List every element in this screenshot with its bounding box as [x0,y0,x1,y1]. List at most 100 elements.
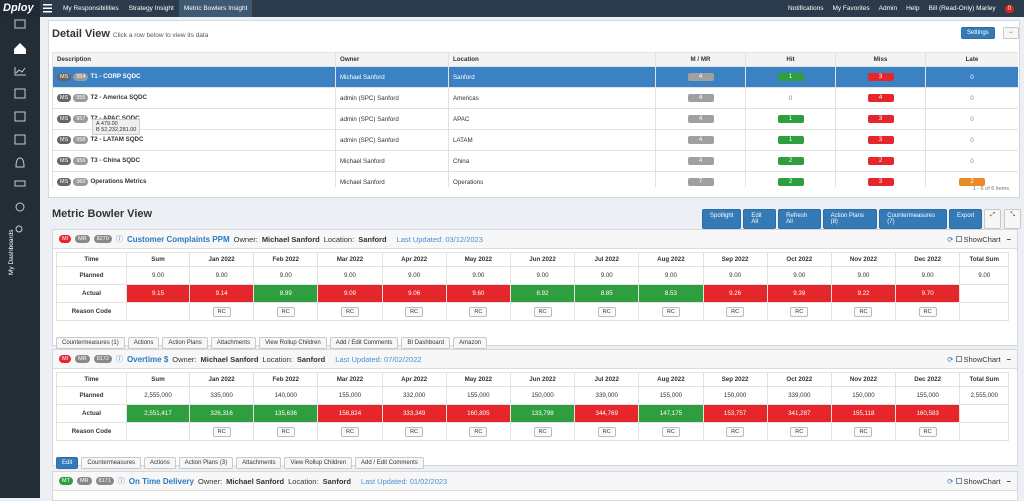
bowler-button[interactable]: BI Dashboard [401,337,451,349]
toolbar-button[interactable]: Export [949,209,983,229]
nav-item[interactable]: Bill (Read-Only) Marley [928,5,996,12]
actual-cell[interactable]: 9.70 [895,284,961,303]
detail-row[interactable]: MS 954 T1 - CORP SQDC Michael Sanford Sanfor… [52,66,1018,88]
reason-button[interactable]: RC [212,306,231,317]
toolbar-button[interactable]: Edit All [743,209,777,229]
column-header[interactable]: Owner [335,52,449,67]
bowler-name[interactable]: On Time Delivery [128,476,194,486]
reason-button[interactable]: RC [790,306,809,317]
actual-cell[interactable]: 8.92 [509,284,576,303]
actual-cell[interactable] [959,284,1010,303]
column-header[interactable]: M / MR [655,52,746,67]
column-header[interactable]: Location [448,52,656,67]
actual-cell[interactable]: 9.06 [381,284,447,303]
sidebar-label[interactable]: My Dashboards [8,229,15,275]
reason-button[interactable]: RC [661,426,680,437]
nav-tab[interactable]: Strategy Insight [128,5,174,12]
actual-cell[interactable]: 9.26 [702,284,768,303]
collapse[interactable]: − [1006,476,1011,486]
checkbox[interactable] [955,236,962,242]
actual-cell[interactable]: 135,636 [253,404,319,423]
reason-button[interactable]: RC [854,426,873,437]
bowler-button[interactable]: Add / Edit Comments [329,337,399,349]
actual-cell[interactable]: 9.39 [766,284,832,303]
actual-cell[interactable]: 160,805 [445,404,511,423]
column-header[interactable]: Miss [835,52,926,67]
show-chart[interactable]: ⟳ ShowChart − [947,477,1011,486]
bowler-button[interactable]: Add / Edit Comments [355,457,424,469]
reason-button[interactable]: RC [469,426,488,437]
actual-cell[interactable]: 147,175 [638,404,704,423]
actual-cell[interactable]: 326,316 [188,404,255,423]
checkbox[interactable] [955,356,962,362]
icon-home[interactable] [14,43,26,54]
toolbar-button[interactable]: Refresh All [778,209,821,229]
actual-cell[interactable]: 8.53 [638,284,704,303]
show-chart[interactable]: ⟳ ShowChart − [947,235,1011,244]
detail-row[interactable]: MS 955 T2 - America SQDC admin (SPC) Sanfor… [52,87,1018,109]
bowler-button[interactable]: View Rollup Children [259,337,327,349]
menu-toggle[interactable] [43,4,52,13]
icon[interactable] [15,225,23,233]
reason-button[interactable]: RC [597,426,616,437]
reason-button[interactable]: RC [726,306,745,317]
actual-cell[interactable]: 344,769 [574,404,640,423]
bowler-button[interactable]: View Rollup Children [284,457,353,469]
icon[interactable] [15,202,25,212]
reason-button[interactable]: RC [726,426,745,437]
nav-tab[interactable]: Metric Bowlers Insight [178,0,253,17]
icon[interactable] [14,88,26,99]
detail-row[interactable]: MS957T2 - APAC SQDC admin (SPC) SanfordAP… [52,108,1018,130]
detail-row[interactable]: MS 360 Operations Metrics Michael Sanford Op… [52,171,1018,187]
icon[interactable] [14,111,26,122]
bowler-button[interactable]: Action Plans (3) [178,457,234,469]
reason-button[interactable]: RC [533,306,552,317]
reason-button[interactable]: RC [597,306,616,317]
reason-button[interactable]: RC [340,306,359,317]
icon[interactable] [14,67,26,76]
logo[interactable]: Dploy [0,0,40,17]
pin-button[interactable]: ⤡ [1004,209,1021,229]
detail-row[interactable]: MS 956 T3 - China SQDC Michael Sanford China… [52,150,1018,172]
bowler-button[interactable]: Countermeasures [81,457,142,469]
actual-cell[interactable]: 8.99 [253,284,319,303]
column-header[interactable]: Description [52,52,336,67]
reason-button[interactable]: RC [533,426,552,437]
actual-cell[interactable]: 9.09 [317,284,383,303]
reason-button[interactable]: RC [405,306,424,317]
actual-cell[interactable]: 341,287 [766,404,832,423]
reason-button[interactable]: RC [854,306,873,317]
detail-row[interactable]: MS 958 T2 - LATAM SQDC admin (SPC) Sanford L… [52,129,1018,151]
icon[interactable] [14,180,26,187]
actual-cell[interactable]: 9.60 [445,284,511,303]
toolbar-button[interactable]: Spotlight [702,209,742,229]
reason-button[interactable]: RC [212,426,231,437]
nav-tab[interactable]: My Responsibilities [63,5,119,12]
actual-cell[interactable]: 2,551,417 [126,404,190,423]
show-chart[interactable]: ⟳ ShowChart − [947,355,1011,364]
reason-button[interactable]: RC [340,426,359,437]
icon[interactable] [14,19,26,29]
reason-button[interactable]: RC [661,306,680,317]
actual-cell[interactable]: 158,824 [317,404,383,423]
nav-item[interactable]: My Favorites [832,5,870,12]
reason-button[interactable]: RC [918,306,937,317]
actual-cell[interactable]: 155,118 [830,404,897,423]
bowler-name[interactable]: Overtime $ [126,354,169,364]
expand-button[interactable]: ⤢ [984,209,1002,229]
bowler-name[interactable]: Customer Complaints PPM [126,234,230,244]
actual-cell[interactable]: 133,798 [509,404,576,423]
actual-cell[interactable]: 8.85 [574,284,640,303]
actual-cell[interactable]: 9.15 [126,284,190,303]
collapse[interactable]: − [1006,354,1011,364]
reason-button[interactable]: RC [276,306,295,317]
bowler-button[interactable]: Actions [144,457,176,469]
icon[interactable] [14,134,26,145]
checkbox[interactable] [955,478,962,484]
collapse-button[interactable]: − [1003,27,1019,39]
reason-button[interactable]: RC [276,426,295,437]
bowler-button[interactable]: Attachments [210,337,257,349]
settings-button[interactable]: Settings [961,27,995,39]
actual-cell[interactable]: 153,757 [702,404,768,423]
collapse[interactable]: − [1006,234,1011,244]
